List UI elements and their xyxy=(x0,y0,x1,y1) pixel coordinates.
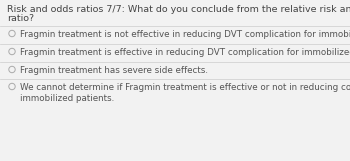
Text: We cannot determine if Fragmin treatment is effective or not in reducing complic: We cannot determine if Fragmin treatment… xyxy=(20,83,350,103)
Text: Fragmin treatment is effective in reducing DVT complication for immobilized pati: Fragmin treatment is effective in reduci… xyxy=(20,48,350,57)
Text: Fragmin treatment is not effective in reducing DVT complication for immobilized : Fragmin treatment is not effective in re… xyxy=(20,30,350,39)
Text: Fragmin treatment has severe side effects.: Fragmin treatment has severe side effect… xyxy=(20,66,208,75)
Text: ratio?: ratio? xyxy=(7,14,34,23)
Text: Risk and odds ratios 7/7: What do you conclude from the relative risk and odds: Risk and odds ratios 7/7: What do you co… xyxy=(7,5,350,14)
